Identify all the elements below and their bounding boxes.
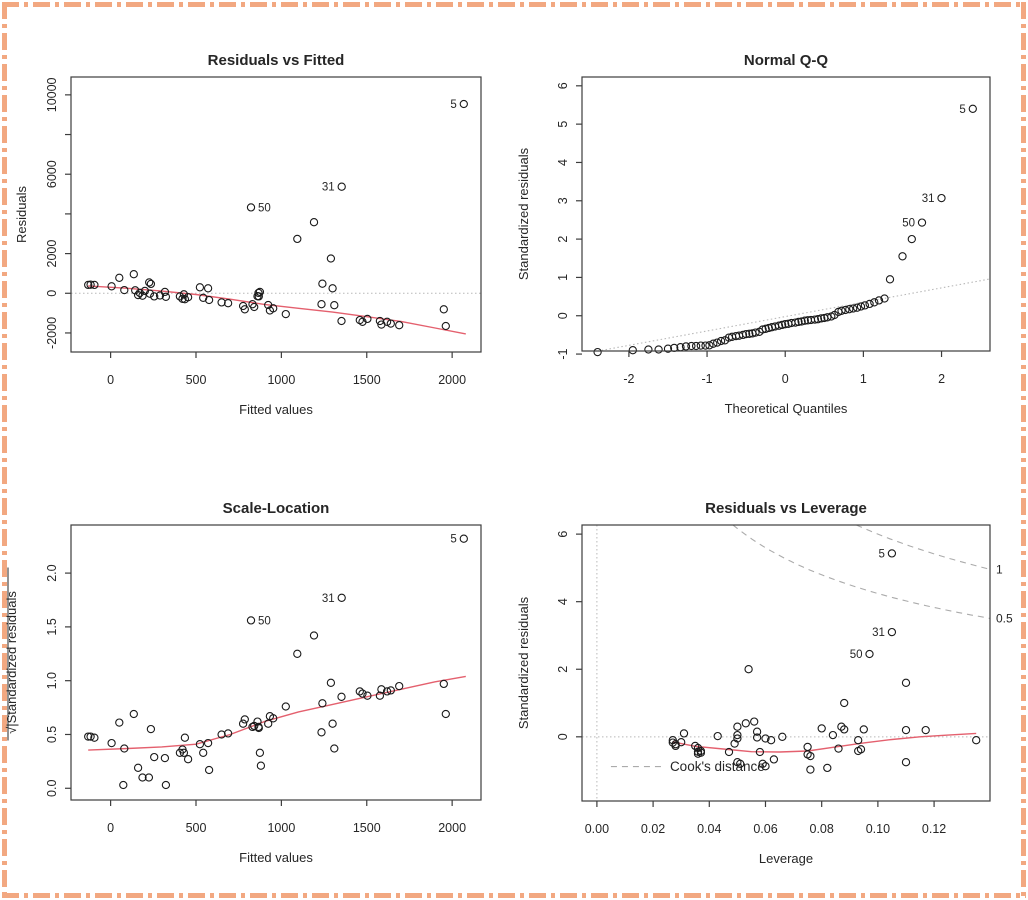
svg-text:0.08: 0.08 — [810, 822, 834, 836]
svg-text:1000: 1000 — [267, 373, 295, 387]
svg-text:0: 0 — [556, 733, 570, 740]
svg-text:1: 1 — [860, 372, 867, 386]
svg-text:10000: 10000 — [45, 77, 59, 112]
svg-text:5: 5 — [878, 548, 884, 560]
svg-text:Theoretical Quantiles: Theoretical Quantiles — [725, 401, 848, 416]
svg-text:Fitted values: Fitted values — [239, 850, 313, 865]
svg-text:4: 4 — [556, 159, 570, 166]
svg-text:-1: -1 — [556, 348, 570, 359]
svg-text:-2: -2 — [623, 372, 634, 386]
svg-text:50: 50 — [258, 202, 271, 214]
svg-text:1000: 1000 — [267, 821, 295, 835]
svg-text:1: 1 — [996, 562, 1003, 576]
svg-text:2000: 2000 — [438, 373, 466, 387]
svg-text:5: 5 — [556, 121, 570, 128]
svg-text:4: 4 — [556, 598, 570, 605]
panel-scale-location: 5 31 50 0 500 1000 1500 2000 0.0 0.5 1.0 1.5 2.0 Scal… — [0, 450, 514, 900]
svg-text:31: 31 — [872, 627, 885, 639]
svg-text:1.5: 1.5 — [45, 618, 59, 635]
svg-text:2.0: 2.0 — [45, 564, 59, 581]
svg-text:5: 5 — [450, 99, 456, 111]
residuals-vs-leverage-plot: 0.5 1 Cook's distance 5 31 50 0.00 0.02 0.04 0.06… — [516, 500, 1013, 866]
svg-text:2000: 2000 — [45, 240, 59, 268]
selection-border-left — [2, 2, 7, 898]
selection-border-right — [1021, 2, 1026, 898]
svg-text:Normal Q-Q: Normal Q-Q — [744, 52, 829, 69]
svg-text:6: 6 — [556, 531, 570, 538]
svg-text:0: 0 — [45, 290, 59, 297]
svg-text:2: 2 — [556, 666, 570, 673]
svg-text:0.5: 0.5 — [996, 611, 1013, 625]
svg-text:500: 500 — [186, 373, 207, 387]
svg-text:0.5: 0.5 — [45, 726, 59, 743]
svg-text:Scale-Location: Scale-Location — [223, 500, 330, 517]
svg-text:0.00: 0.00 — [585, 822, 609, 836]
normal-qq-plot: 5 31 50 -2 -1 0 1 2 -1 0 1 2 3 4 5 6 Normal Q-Q Theoretic… — [516, 52, 991, 416]
svg-text:0.04: 0.04 — [697, 822, 721, 836]
svg-text:0: 0 — [107, 821, 114, 835]
svg-text:Leverage: Leverage — [759, 851, 813, 866]
svg-text:1.0: 1.0 — [45, 672, 59, 689]
panel-residuals-vs-leverage: 0.5 1 Cook's distance 5 31 50 0.00 0.02 0.04 0.06… — [514, 450, 1028, 900]
svg-text:0.10: 0.10 — [866, 822, 890, 836]
svg-text:Standardized residuals: Standardized residuals — [516, 147, 531, 280]
svg-text:3: 3 — [556, 197, 570, 204]
svg-text:6: 6 — [556, 82, 570, 89]
svg-text:Residuals vs Leverage: Residuals vs Leverage — [705, 500, 867, 517]
svg-text:500: 500 — [186, 821, 207, 835]
svg-text:1500: 1500 — [353, 821, 381, 835]
svg-text:0.06: 0.06 — [753, 822, 777, 836]
panel-residuals-vs-fitted: 5 31 50 0 500 1000 1500 2000 -2000 0 2000 6000 10000… — [0, 0, 514, 450]
svg-text:Residuals vs Fitted: Residuals vs Fitted — [208, 52, 345, 69]
svg-text:31: 31 — [922, 193, 935, 205]
svg-text:-2000: -2000 — [45, 317, 59, 349]
svg-text:50: 50 — [258, 615, 271, 627]
panel-normal-qq: 5 31 50 -2 -1 0 1 2 -1 0 1 2 3 4 5 6 Normal Q-Q Theoretic… — [514, 0, 1028, 450]
svg-text:50: 50 — [902, 218, 915, 230]
svg-text:Cook's distance: Cook's distance — [670, 759, 765, 774]
selection-border-bottom — [2, 893, 1026, 898]
svg-text:0.02: 0.02 — [641, 822, 665, 836]
svg-text:Residuals: Residuals — [14, 185, 29, 243]
selection-border-top — [2, 2, 1026, 7]
svg-text:6000: 6000 — [45, 160, 59, 188]
svg-text:1500: 1500 — [353, 373, 381, 387]
svg-text:2000: 2000 — [438, 821, 466, 835]
svg-text:-1: -1 — [701, 372, 712, 386]
svg-text:√|Standardized residuals: √|Standardized residuals — [4, 591, 19, 734]
svg-text:Standardized residuals: Standardized residuals — [516, 596, 531, 729]
svg-text:0.0: 0.0 — [45, 780, 59, 797]
svg-text:50: 50 — [850, 649, 863, 661]
svg-text:0: 0 — [556, 312, 570, 319]
svg-text:2: 2 — [938, 372, 945, 386]
svg-text:2: 2 — [556, 236, 570, 243]
svg-text:0: 0 — [782, 372, 789, 386]
svg-text:5: 5 — [959, 104, 965, 116]
svg-text:Fitted values: Fitted values — [239, 402, 313, 417]
svg-text:0.12: 0.12 — [922, 822, 946, 836]
svg-text:5: 5 — [450, 534, 456, 546]
svg-text:1: 1 — [556, 274, 570, 281]
svg-text:31: 31 — [322, 182, 335, 194]
svg-text:0: 0 — [107, 373, 114, 387]
svg-text:31: 31 — [322, 593, 335, 605]
